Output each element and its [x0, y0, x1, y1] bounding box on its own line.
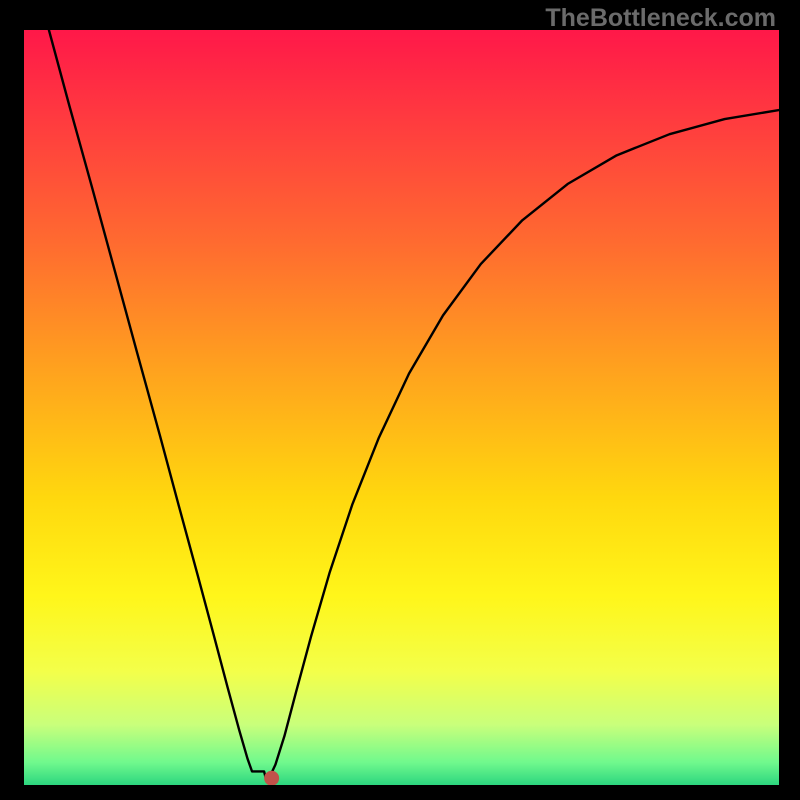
chart-background: [24, 30, 779, 785]
plot-area: [24, 30, 779, 785]
optimal-point-marker: [264, 771, 279, 785]
chart-svg: [24, 30, 779, 785]
watermark-text: TheBottleneck.com: [545, 4, 776, 33]
